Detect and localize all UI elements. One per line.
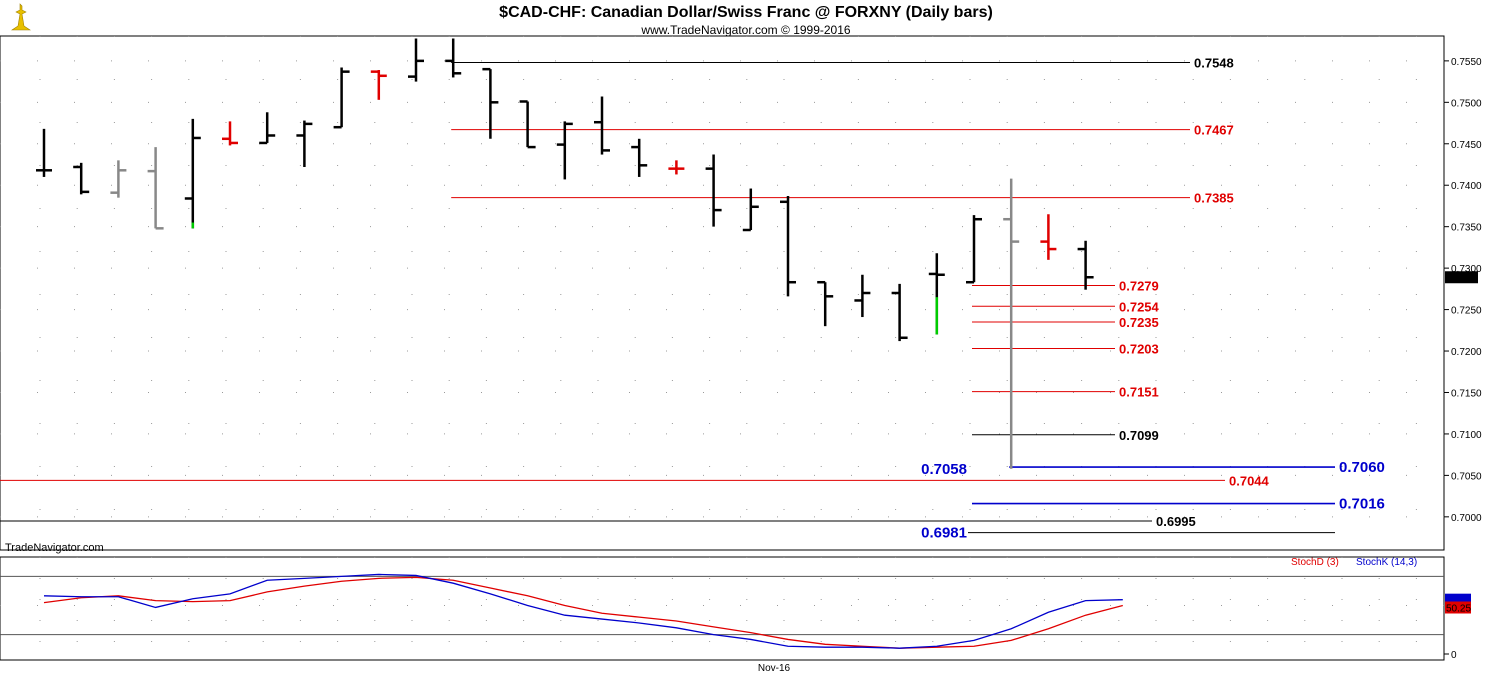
ohlc-bar: [594, 96, 610, 155]
ohlc-bar: [408, 38, 424, 82]
ohlc-bar: [222, 121, 238, 146]
y-tick-label: 0.7050: [1451, 471, 1482, 482]
stoch-axis: 050.25: [1444, 593, 1471, 661]
y-tick-label: 0.7000: [1451, 513, 1482, 524]
ohlc-bar: [519, 100, 536, 149]
ohlc-bar: [928, 253, 945, 335]
price-bars: [36, 38, 1094, 469]
y-tick-label: 0.7150: [1451, 388, 1482, 399]
ohlc-bar: [854, 274, 871, 318]
ohlc-bar: [73, 162, 90, 195]
y-tick-label: 0.7250: [1451, 306, 1482, 317]
stoch-d-value-label: 50.25: [1446, 604, 1471, 615]
ohlc-bar: [631, 138, 648, 177]
price-axis: 0.75500.75000.74500.74000.73500.73000.72…: [1444, 57, 1482, 524]
stoch-d-value-box: [1445, 601, 1471, 614]
y-tick-label: 0.7350: [1451, 223, 1482, 234]
last-price-box: [1445, 271, 1478, 284]
ohlc-bar: [482, 67, 499, 139]
stoch-y-tick-label: 0: [1451, 650, 1457, 661]
price-panel: [0, 35, 1445, 551]
y-tick-label: 0.7550: [1451, 57, 1482, 68]
ohlc-bar: [296, 120, 313, 167]
chart-title: $CAD-CHF: Canadian Dollar/Swiss Franc @ …: [499, 4, 993, 21]
stoch-panel: [0, 556, 1445, 661]
ohlc-bar: [1077, 240, 1094, 290]
watermark: TradeNavigator.com: [5, 542, 104, 554]
ohlc-bar: [147, 147, 164, 230]
ohlc-bar: [36, 128, 52, 177]
last-price-label: 0.7289: [1447, 273, 1478, 284]
legend-stoch-d: StochD (3): [1291, 557, 1339, 568]
stoch-grid: [0, 557, 1444, 660]
ohlc-bar: [1040, 214, 1057, 260]
ohlc-bar: [556, 121, 573, 180]
y-tick-label: 0.7200: [1451, 347, 1482, 358]
level-left-label: 0.7058: [921, 461, 967, 478]
stoch-lines: [43, 573, 1123, 649]
ohlc-bar: [184, 118, 201, 229]
y-tick-label: 0.7100: [1451, 430, 1482, 441]
level-label: 0.7548: [1194, 56, 1234, 71]
ohlc-bar: [110, 160, 127, 198]
x-tick-label: Nov-16: [758, 663, 791, 674]
level-label: 0.7279: [1119, 279, 1159, 294]
y-tick-label: 0.7400: [1451, 181, 1482, 192]
level-label: 0.7467: [1194, 123, 1234, 138]
ohlc-bar: [705, 154, 722, 227]
chart-subtitle: www.TradeNavigator.com © 1999-2016: [640, 23, 850, 37]
ohlc-bar: [966, 215, 982, 284]
level-left-label: 0.6981: [921, 525, 967, 542]
ohlc-bar: [817, 280, 834, 327]
y-tick-label: 0.7450: [1451, 140, 1482, 151]
ohlc-bar: [780, 196, 796, 297]
stoch-series-line: [43, 573, 1123, 649]
ohlc-bar: [891, 283, 908, 342]
level-label: 0.6995: [1156, 514, 1196, 529]
logo-icon: [11, 3, 31, 31]
level-label: 0.7235: [1119, 315, 1159, 330]
ohlc-bar: [742, 188, 759, 232]
y-tick-label: 0.7300: [1451, 264, 1482, 275]
level-label: 0.7203: [1119, 342, 1159, 357]
y-tick-label: 0.7500: [1451, 98, 1482, 109]
legend-stoch-k: StochK (14,3): [1356, 557, 1417, 568]
level-label: 0.7044: [1229, 473, 1270, 488]
ohlc-bar: [259, 112, 276, 145]
ohlc-bar: [370, 69, 387, 100]
ohlc-bar: [668, 160, 685, 175]
ohlc-bar: [1003, 178, 1020, 469]
ohlc-bar: [333, 67, 350, 129]
stoch-series-line: [43, 576, 1123, 649]
level-label: 0.7385: [1194, 191, 1234, 206]
level-label: 0.7016: [1339, 496, 1385, 513]
ohlc-bar: [445, 38, 462, 78]
level-label: 0.7254: [1119, 299, 1160, 314]
level-label: 0.7060: [1339, 459, 1385, 476]
level-label: 0.7151: [1119, 385, 1159, 400]
level-label: 0.7099: [1119, 428, 1159, 443]
